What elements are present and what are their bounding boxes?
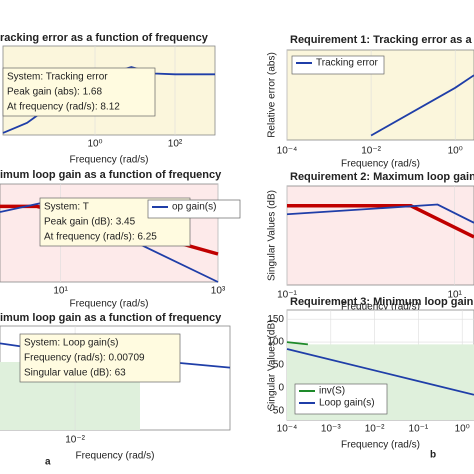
- x-tick-label: 10²: [168, 139, 183, 150]
- x-axis-label: Frequency (rad/s): [70, 299, 149, 310]
- chart-title: imum loop gain as a function of frequenc…: [0, 169, 222, 181]
- x-tick-label: 10¹: [447, 290, 462, 301]
- legend-label: Loop gain(s): [319, 398, 375, 409]
- x-tick-label: 10⁻⁴: [277, 424, 298, 435]
- datatip: [19, 333, 181, 383]
- x-tick-label: 10⁰: [455, 424, 470, 435]
- x-tick-label: 10⁻¹: [277, 290, 297, 301]
- y-tick-label: 50: [273, 360, 285, 371]
- x-axis-label: Frequency (rad/s): [341, 159, 420, 170]
- y-axis-label: Singular Values (dB): [267, 320, 278, 411]
- panel-label: b: [430, 450, 436, 461]
- y-tick-label: -50: [270, 405, 285, 416]
- datatip-text: System: T: [44, 202, 89, 213]
- x-tick-label: 10⁻²: [361, 146, 381, 157]
- y-tick-label: 0: [278, 383, 284, 394]
- x-tick-label: 10³: [211, 286, 226, 297]
- x-axis-label: Frequency (rad/s): [76, 451, 155, 462]
- datatip-text: Singular value (dB): 63: [24, 368, 126, 379]
- x-axis-label: Frequency (rad/s): [341, 302, 420, 313]
- y-axis-label: Singular Values (dB): [267, 190, 278, 281]
- datatip-text: Peak gain (dB): 3.45: [44, 217, 136, 228]
- x-axis-label: Frequency (rad/s): [341, 440, 420, 451]
- datatip-text: At frequency (rad/s): 8.12: [7, 102, 120, 113]
- x-tick-label: 10¹: [53, 286, 68, 297]
- panel-label: a: [45, 457, 51, 468]
- x-tick-label: 10⁰: [87, 139, 102, 150]
- datatip-text: At frequency (rad/s): 6.25: [44, 232, 157, 243]
- datatip-text: Peak gain (abs): 1.68: [7, 87, 102, 98]
- chart-title: racking error as a function of frequency: [0, 32, 209, 44]
- plot-area: [286, 185, 474, 286]
- x-tick-label: 10⁻¹: [409, 424, 429, 435]
- legend-box: [294, 383, 388, 415]
- series-line: [370, 74, 474, 137]
- y-tick-label: 100: [267, 337, 284, 348]
- x-tick-label: 10⁻⁴: [277, 146, 298, 157]
- x-tick-label: 10⁻²: [65, 435, 85, 446]
- datatip-text: Frequency (rad/s): 0.00709: [24, 353, 145, 364]
- series-line: [286, 341, 308, 346]
- legend-box: [147, 199, 241, 219]
- legend-box: [291, 55, 385, 75]
- datatip: [2, 67, 156, 117]
- chart-title: Requirement 3: Minimum loop gain as a: [290, 296, 474, 308]
- y-axis-label: Relative error (abs): [267, 52, 278, 138]
- series-line: [286, 203, 474, 224]
- chart-title: Requirement 1: Tracking error as a f: [290, 34, 474, 46]
- x-tick-label: 10⁰: [448, 146, 463, 157]
- x-axis-label: Frequency (rad/s): [70, 155, 149, 166]
- chart-title: imum loop gain as a function of frequenc…: [0, 312, 222, 324]
- y-tick-label: 150: [267, 314, 284, 325]
- datatip-text: System: Loop gain(s): [24, 338, 119, 349]
- x-tick-label: 10⁻³: [321, 424, 341, 435]
- legend-label: inv(S): [319, 386, 345, 397]
- legend-label: Tracking error: [316, 58, 379, 69]
- series-line: [286, 348, 474, 396]
- chart-title: Requirement 2: Maximum loop gain as: [290, 171, 474, 183]
- datatip-text: System: Tracking error: [7, 72, 108, 83]
- legend-label: op gain(s): [172, 202, 216, 213]
- x-tick-label: 10⁻²: [365, 424, 385, 435]
